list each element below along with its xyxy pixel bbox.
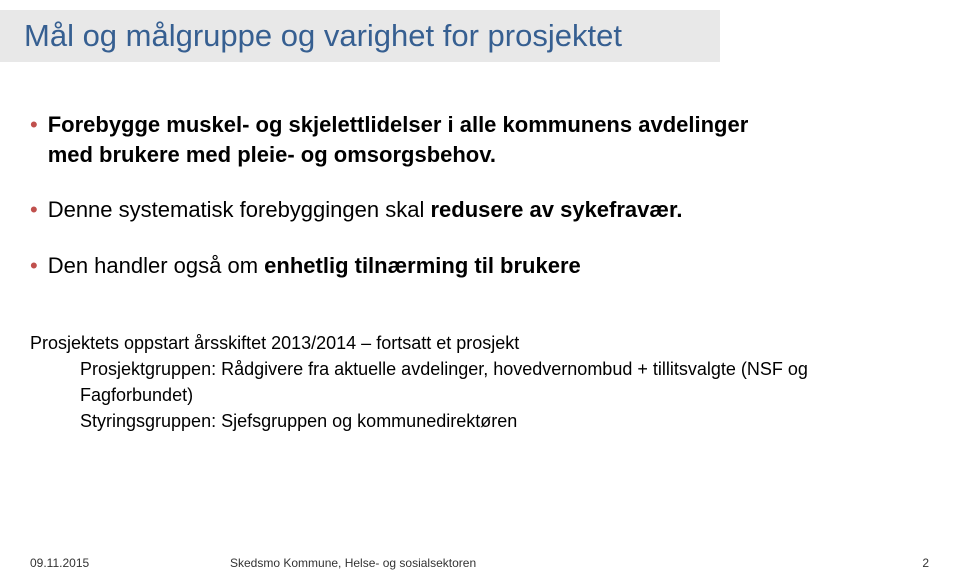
bullet-text: Denne systematisk forebyggingen skal red…: [48, 195, 683, 225]
sub-section: Prosjektets oppstart årsskiftet 2013/201…: [30, 330, 919, 434]
bullet-icon: •: [30, 110, 38, 140]
bullet-item: • Denne systematisk forebyggingen skal r…: [30, 195, 919, 225]
bullet-item: • Forebygge muskel- og skjelettlidelser …: [30, 110, 919, 169]
bullet-text: Den handler også om enhetlig tilnærming …: [48, 251, 581, 281]
bullet-text-plain: Den handler også om: [48, 253, 264, 278]
bullet-text-bold: redusere av sykefravær.: [430, 197, 682, 222]
bullet-text-plain: Denne systematisk forebyggingen skal: [48, 197, 431, 222]
sub-line: Prosjektets oppstart årsskiftet 2013/201…: [30, 330, 919, 356]
sub-line: Styringsgruppen: Sjefsgruppen og kommune…: [30, 408, 919, 434]
bullet-text-bold: enhetlig tilnærming til brukere: [264, 253, 581, 278]
bullet-icon: •: [30, 251, 38, 281]
bullet-icon: •: [30, 195, 38, 225]
bullet-item: • Den handler også om enhetlig tilnærmin…: [30, 251, 919, 281]
bullet-text: Forebygge muskel- og skjelettlidelser i …: [48, 110, 749, 140]
sub-line: Prosjektgruppen: Rådgivere fra aktuelle …: [30, 356, 919, 408]
title-bar: Mål og målgruppe og varighet for prosjek…: [0, 10, 720, 62]
slide-title: Mål og målgruppe og varighet for prosjek…: [24, 18, 622, 54]
slide-footer: 09.11.2015 Skedsmo Kommune, Helse- og so…: [30, 556, 929, 570]
footer-date: 09.11.2015: [30, 556, 89, 570]
footer-org: Skedsmo Kommune, Helse- og sosialsektore…: [230, 556, 476, 570]
bullet-text-bold: med brukere med pleie- og omsorgsbehov.: [48, 140, 496, 170]
bullet-text-bold: Forebygge muskel- og skjelettlidelser i …: [48, 112, 749, 137]
footer-page-number: 2: [922, 556, 929, 570]
slide-content: • Forebygge muskel- og skjelettlidelser …: [30, 110, 919, 307]
